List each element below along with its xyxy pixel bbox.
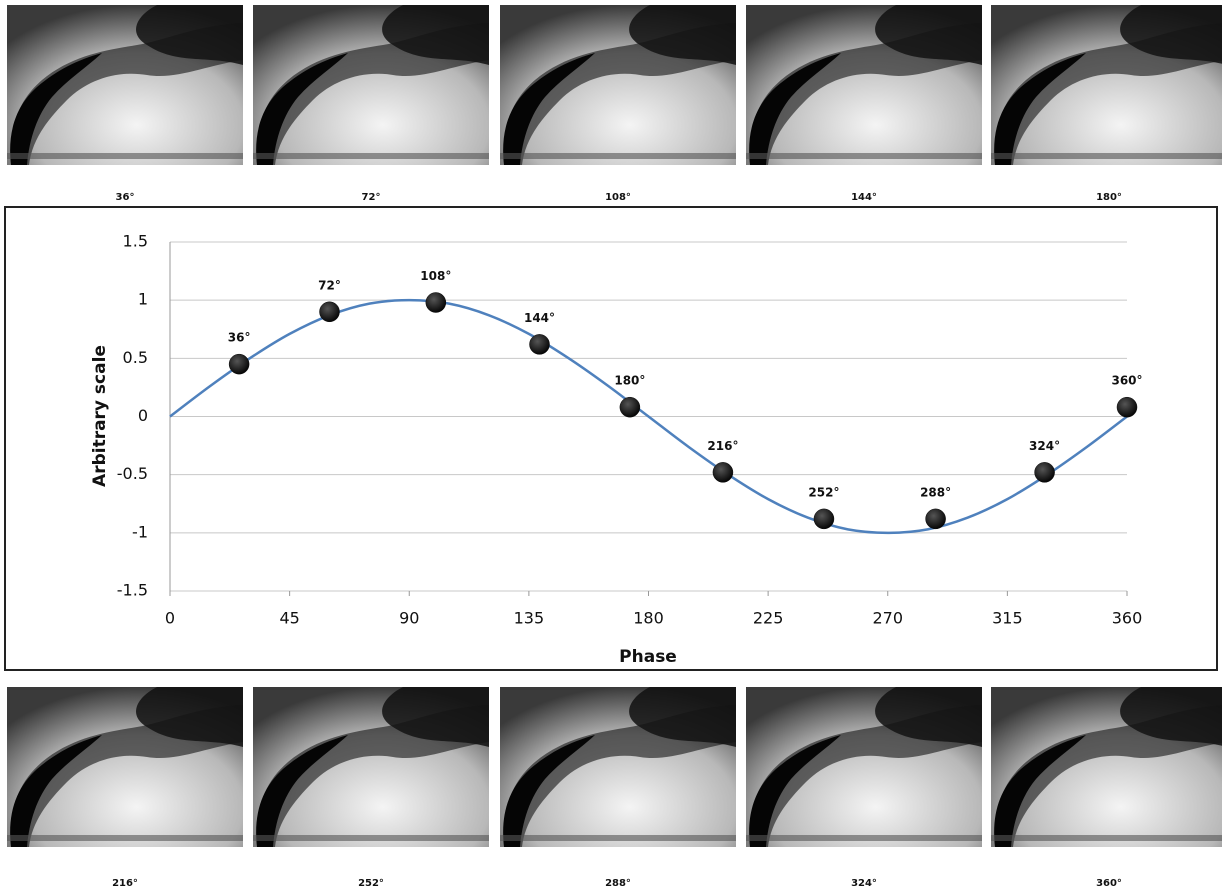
y-tick-label: 0 bbox=[138, 406, 148, 425]
data-label: 108° bbox=[420, 269, 451, 283]
y-tick-label: 1 bbox=[138, 290, 148, 309]
photo-caption: 360° bbox=[1096, 878, 1122, 889]
photo bbox=[500, 687, 736, 847]
x-tick-label: 315 bbox=[992, 609, 1023, 628]
photo bbox=[500, 5, 736, 165]
photo-caption: 108° bbox=[605, 192, 631, 203]
photo bbox=[253, 5, 489, 165]
x-tick-label: 360 bbox=[1112, 609, 1143, 628]
photo bbox=[746, 5, 982, 165]
data-point bbox=[425, 292, 447, 313]
data-point bbox=[1034, 462, 1055, 483]
photo bbox=[991, 687, 1222, 847]
photo bbox=[991, 5, 1222, 165]
data-point bbox=[813, 508, 835, 530]
data-label: 36° bbox=[228, 331, 251, 345]
photo-caption: 252° bbox=[358, 878, 384, 889]
photo bbox=[253, 687, 489, 847]
photo-caption: 144° bbox=[851, 192, 877, 203]
photo-caption: 36° bbox=[116, 192, 135, 203]
x-tick-label: 90 bbox=[399, 609, 419, 628]
photo-caption: 180° bbox=[1096, 192, 1122, 203]
data-label: 324° bbox=[1029, 439, 1060, 453]
photo-caption: 216° bbox=[112, 878, 138, 889]
data-label: 360° bbox=[1111, 374, 1142, 388]
photo-caption: 72° bbox=[362, 192, 381, 203]
y-tick-label: -0.5 bbox=[117, 464, 148, 483]
x-tick-label: 270 bbox=[872, 609, 903, 628]
data-label: 288° bbox=[920, 485, 951, 499]
data-point bbox=[228, 353, 250, 375]
x-tick-label: 135 bbox=[514, 609, 545, 628]
data-point bbox=[1116, 396, 1138, 418]
x-tick-label: 180 bbox=[633, 609, 664, 628]
y-tick-label: -1.5 bbox=[117, 581, 148, 600]
y-axis-label: Arbitrary scale bbox=[90, 345, 110, 487]
y-tick-label: -1 bbox=[132, 522, 148, 541]
data-label: 180° bbox=[614, 374, 645, 388]
data-label: 144° bbox=[524, 311, 555, 325]
data-label: 252° bbox=[808, 485, 839, 499]
x-tick-label: 45 bbox=[279, 609, 299, 628]
y-tick-label: 0.5 bbox=[123, 348, 148, 367]
data-point bbox=[619, 396, 641, 418]
data-point bbox=[319, 301, 340, 323]
data-point bbox=[712, 462, 734, 483]
y-tick-label: 1.5 bbox=[123, 232, 148, 251]
data-point bbox=[925, 508, 946, 530]
photo-panels: 36° 72° 108° 144° 180° 216° 252° 288° 324° 360° bbox=[7, 5, 1222, 889]
photo bbox=[7, 5, 243, 165]
chart-frame bbox=[4, 206, 1218, 671]
data-label: 72° bbox=[318, 278, 341, 292]
x-axis-label: Phase bbox=[619, 647, 677, 667]
x-tick-label: 0 bbox=[165, 609, 175, 628]
photo-caption: 324° bbox=[851, 878, 877, 889]
photo-caption: 288° bbox=[605, 878, 631, 889]
x-tick-label: 225 bbox=[753, 609, 784, 628]
photo bbox=[746, 687, 982, 847]
photo bbox=[7, 687, 243, 847]
data-label: 216° bbox=[707, 439, 738, 453]
data-point bbox=[529, 334, 550, 355]
